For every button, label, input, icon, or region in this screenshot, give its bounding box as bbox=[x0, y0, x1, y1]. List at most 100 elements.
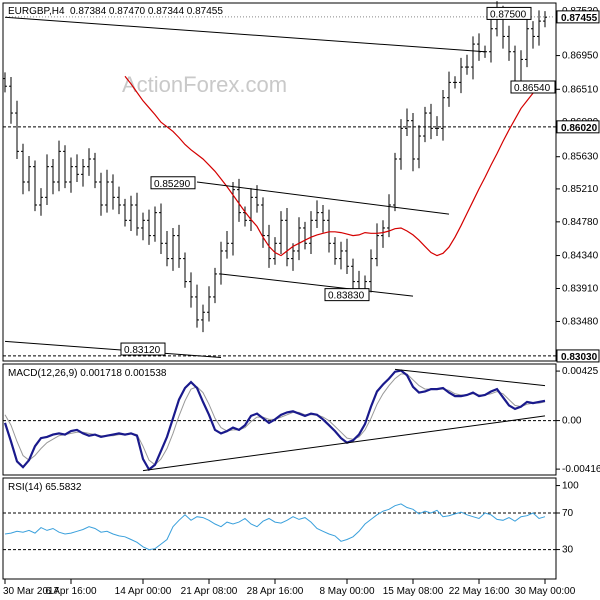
price-bar bbox=[99, 172, 103, 216]
price-annotation: 0.87500 bbox=[486, 6, 532, 20]
price-bar bbox=[459, 57, 463, 94]
price-bar bbox=[135, 192, 139, 236]
price-bar bbox=[9, 77, 13, 124]
price-bar bbox=[75, 154, 79, 182]
last-price-box: 0.87455 bbox=[556, 10, 600, 24]
price-bar bbox=[219, 241, 223, 285]
macd-trendline bbox=[142, 415, 546, 472]
price-bar bbox=[147, 209, 151, 245]
rsi-tick-label: 100 bbox=[562, 481, 579, 492]
price-bar bbox=[279, 211, 283, 255]
support-price-box-label: 0.86020 bbox=[561, 123, 598, 134]
macd-panel bbox=[2, 363, 557, 476]
price-bar bbox=[393, 152, 397, 212]
price-bar bbox=[3, 72, 7, 93]
price-tick-label: 0.85630 bbox=[562, 152, 599, 163]
price-bar bbox=[435, 116, 439, 137]
price-annotation: 0.83120 bbox=[120, 342, 166, 356]
price-bar bbox=[105, 169, 109, 213]
annotation-label: 0.85290 bbox=[154, 179, 191, 190]
price-bar bbox=[507, 25, 511, 61]
price-bar bbox=[309, 211, 313, 255]
price-bar bbox=[423, 106, 427, 143]
price-bar bbox=[171, 227, 175, 271]
x-tick-label: 6 Apr 16:00 bbox=[45, 586, 97, 597]
price-annotation: 0.85290 bbox=[150, 176, 196, 190]
price-bar bbox=[543, 11, 547, 28]
x-tick-label: 21 Apr 08:00 bbox=[181, 586, 238, 597]
price-tick-label: 0.83480 bbox=[562, 316, 599, 327]
price-bar bbox=[471, 36, 475, 80]
price-bar bbox=[405, 108, 409, 137]
price-bar bbox=[333, 237, 337, 265]
annotation-frame bbox=[486, 6, 532, 20]
price-bar bbox=[489, 19, 493, 63]
price-bar bbox=[273, 237, 277, 265]
trendline bbox=[4, 16, 486, 53]
price-bar bbox=[453, 76, 457, 89]
macd-tick-label: -0.004167 bbox=[562, 464, 600, 475]
price-bar bbox=[21, 143, 25, 195]
annotation-frame bbox=[324, 288, 370, 302]
price-bar bbox=[297, 217, 301, 261]
price-bar bbox=[447, 71, 451, 107]
bottom-price-box: 0.83030 bbox=[556, 349, 600, 363]
rsi-tick-label: 70 bbox=[562, 508, 574, 519]
price-bar bbox=[57, 140, 61, 192]
macd-tick-label: 0.00 bbox=[562, 416, 582, 427]
support-price-box: 0.86020 bbox=[556, 120, 600, 134]
axis-layer: 0.875300.869500.865100.860800.856300.852… bbox=[3, 6, 600, 597]
last-price-box-label: 0.87455 bbox=[561, 13, 598, 24]
price-bar bbox=[195, 284, 199, 328]
price-bar bbox=[291, 243, 295, 271]
price-tick-label: 0.84340 bbox=[562, 251, 599, 262]
price-bar bbox=[225, 231, 229, 259]
annotation-frame bbox=[510, 80, 556, 94]
price-bar bbox=[327, 209, 331, 253]
price-bar bbox=[375, 223, 379, 267]
price-title: EURGBP,H4 bbox=[8, 6, 65, 17]
price-bar bbox=[381, 220, 385, 248]
macd-trendline bbox=[394, 368, 546, 387]
price-bar bbox=[441, 90, 445, 141]
trendline bbox=[196, 181, 450, 215]
macd-title: MACD(12,26,9) 0.001718 0.001538 bbox=[8, 368, 167, 379]
price-bar bbox=[237, 178, 241, 222]
macd-tick-label: 0.00425 bbox=[562, 366, 599, 377]
price-bar bbox=[129, 195, 133, 232]
price-bar bbox=[123, 198, 127, 227]
x-tick-label: 30 May 00:00 bbox=[515, 586, 576, 597]
price-bar bbox=[537, 10, 541, 46]
price-bar bbox=[201, 304, 205, 333]
price-layer: 0.87500 0.86540 0.85290 0.83830 0.83120 bbox=[3, 1, 556, 358]
price-annotation: 0.83830 bbox=[324, 288, 370, 302]
price-bar bbox=[27, 155, 31, 192]
annotation-label: 0.83120 bbox=[124, 345, 161, 356]
rsi-title: RSI(14) 65.5832 bbox=[8, 482, 82, 493]
macd-line bbox=[3, 369, 546, 472]
price-bar bbox=[165, 231, 169, 267]
price-bar bbox=[303, 221, 307, 250]
price-bar bbox=[159, 203, 163, 255]
price-bar bbox=[351, 258, 355, 294]
price-bar bbox=[243, 206, 247, 227]
price-bar bbox=[183, 252, 187, 288]
price-bar bbox=[177, 224, 181, 268]
price-bar bbox=[87, 148, 91, 176]
trendline bbox=[4, 340, 222, 358]
price-annotation: 0.86540 bbox=[510, 80, 556, 94]
price-tick-label: 0.85210 bbox=[562, 184, 599, 195]
price-bar bbox=[525, 16, 529, 68]
price-bar bbox=[15, 100, 19, 160]
price-bar bbox=[465, 54, 469, 75]
price-bar bbox=[315, 200, 319, 228]
bottom-price-box-frame bbox=[556, 349, 600, 363]
trendline bbox=[220, 273, 414, 297]
price-bar bbox=[81, 159, 85, 187]
price-bar bbox=[153, 206, 157, 242]
price-bar bbox=[531, 21, 535, 49]
price-bar bbox=[33, 160, 37, 212]
price-bar bbox=[399, 119, 403, 170]
price-bar bbox=[369, 249, 373, 293]
price-bar bbox=[213, 267, 217, 304]
